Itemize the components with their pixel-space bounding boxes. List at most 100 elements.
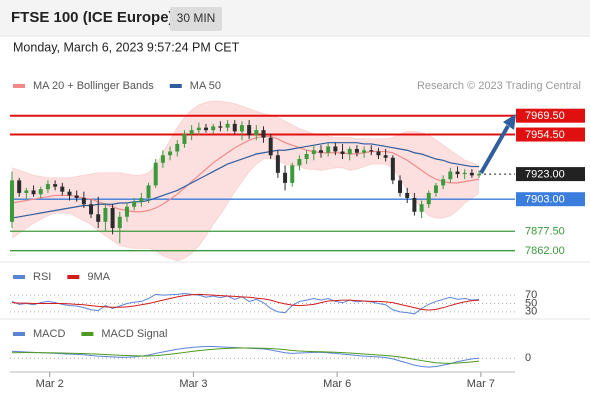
candle-body (376, 151, 381, 156)
candle-body (477, 174, 482, 176)
candle-body (448, 171, 453, 180)
candle-body (398, 180, 403, 193)
candle-body (304, 154, 309, 160)
legend-label: 9MA (87, 271, 110, 283)
candle-body (189, 130, 194, 134)
candle-body (74, 195, 79, 198)
timestamp: Monday, March 6, 2023 9:57:24 PM CET (13, 40, 240, 54)
legend-swatch (13, 84, 25, 88)
candle-body (31, 190, 36, 195)
candle-body (124, 206, 129, 217)
candle-body (117, 216, 122, 229)
candle-body (290, 165, 295, 183)
candle-body (433, 185, 438, 193)
level-label: 7862.00 (525, 245, 565, 257)
candle-body (132, 201, 137, 207)
candle-body (67, 191, 72, 196)
x-tick-label: Mar 2 (36, 378, 64, 390)
moving-average (11, 135, 480, 213)
indicator-line (11, 347, 480, 364)
level-label-box (516, 167, 585, 182)
candle-body (390, 157, 395, 181)
legend-label: MACD Signal (101, 328, 167, 340)
panel-tick-label: 0 (525, 352, 531, 364)
candle-body (146, 185, 151, 198)
level-label-box (516, 192, 585, 207)
panel-tick-label: 70 (525, 289, 537, 301)
candle-body (89, 204, 94, 215)
candle-body (81, 197, 86, 205)
forecast-arrowhead (503, 114, 516, 130)
legend-label: MA 20 + Bollinger Bands (33, 80, 154, 92)
interval-badge (170, 7, 222, 31)
candle-body (318, 150, 323, 153)
candle-body (455, 171, 460, 175)
candle-body (383, 155, 388, 158)
candle-body (311, 150, 316, 154)
level-label: 7923.00 (525, 168, 565, 180)
level-label-box (516, 127, 585, 142)
candle-body (38, 189, 43, 195)
candle-body (275, 155, 280, 173)
forecast-arrow (479, 125, 510, 174)
candle-body (326, 146, 331, 153)
x-tick-label: Mar 7 (467, 378, 495, 390)
panel-tick-label: 50 (525, 297, 537, 309)
candle-body (362, 150, 367, 153)
title: FTSE 100 (ICE Europe) (11, 9, 174, 26)
candle-body (254, 130, 259, 136)
candle-body (232, 123, 237, 132)
legend-swatch (169, 84, 182, 88)
interval: 30 MIN (177, 11, 216, 25)
candle-body (247, 125, 252, 136)
candle-body (175, 143, 180, 152)
candle-body (412, 197, 417, 212)
candle-body (441, 179, 446, 186)
candle-body (419, 204, 424, 212)
legend-label: RSI (33, 271, 51, 283)
legend-swatch (81, 332, 94, 336)
level-label: 7903.00 (525, 194, 565, 206)
candle-body (297, 159, 302, 166)
candle-body (469, 172, 474, 176)
level-label-box (516, 108, 585, 123)
candle-body (261, 130, 266, 138)
candle-body (211, 126, 216, 131)
level-label: 7969.50 (525, 110, 565, 122)
panel-tick-label: 30 (525, 306, 537, 318)
candle-body (96, 214, 101, 222)
candle-body (405, 192, 410, 198)
legend-label: MA 50 (190, 80, 221, 92)
plot-area: 7969.50 7954.50 7923.00 7903.00 7877.50 7862.… (10, 80, 585, 390)
candle-body (268, 137, 273, 156)
candle-body (103, 208, 108, 222)
legend-label: MACD (33, 328, 65, 340)
candle-body (60, 186, 65, 192)
indicator-line (11, 293, 480, 311)
bollinger-upper (11, 100, 480, 179)
candle-body (17, 180, 22, 193)
candle-body (182, 133, 187, 144)
header-bar (0, 0, 590, 36)
candle-body (160, 155, 165, 163)
credit: Research © 2023 Trading Central (417, 80, 581, 92)
candle-body (283, 172, 288, 183)
x-tick-label: Mar 3 (179, 378, 207, 390)
candle-body (168, 151, 173, 156)
bollinger-band (12, 101, 480, 261)
level-label: 7954.50 (525, 129, 565, 141)
candle-body (225, 123, 230, 128)
candle-body (24, 190, 29, 193)
x-tick-label: Mar 6 (323, 378, 351, 390)
candle-body (204, 127, 209, 131)
candle-body (333, 146, 338, 152)
candle-body (462, 172, 467, 175)
legend-swatch (13, 332, 25, 336)
indicator-line (11, 346, 480, 368)
candle-body (139, 197, 144, 202)
candle-body (45, 184, 50, 190)
legend-swatch (67, 275, 80, 279)
candle-body (340, 151, 345, 154)
